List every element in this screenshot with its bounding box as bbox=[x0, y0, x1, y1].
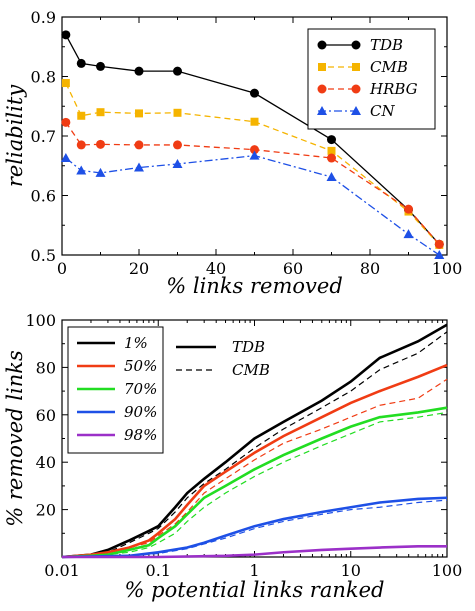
series-hrbg bbox=[61, 117, 444, 249]
data-point bbox=[76, 140, 86, 150]
legend-label: TDB bbox=[232, 338, 265, 356]
data-point bbox=[173, 140, 182, 150]
series-70pct-tdb bbox=[61, 406, 448, 559]
data-point bbox=[96, 61, 105, 71]
y-axis-label: % removed links bbox=[3, 350, 27, 527]
y-axis-label: reliability bbox=[3, 84, 27, 187]
legend-marker bbox=[352, 63, 360, 71]
data-point bbox=[434, 239, 444, 249]
data-point bbox=[61, 79, 70, 88]
x-tick-label: 20 bbox=[129, 259, 149, 278]
series-cn bbox=[60, 150, 445, 259]
data-point bbox=[403, 229, 414, 239]
x-tick-label: 100 bbox=[432, 259, 463, 278]
x-tick-label: 10 bbox=[341, 561, 361, 580]
x-tick-label: 60 bbox=[283, 259, 303, 278]
legend-label: CN bbox=[370, 102, 395, 120]
data-point bbox=[250, 117, 259, 126]
data-point bbox=[326, 172, 337, 182]
x-tick-label: 0 bbox=[57, 259, 67, 278]
data-point bbox=[76, 165, 87, 175]
legend-marker bbox=[351, 84, 361, 94]
data-point bbox=[61, 30, 71, 40]
legend-label: 98% bbox=[124, 426, 157, 444]
legend-box bbox=[307, 28, 436, 130]
y-tick-label: 0.8 bbox=[31, 68, 56, 87]
legend: TDB CMB HRBG CN bbox=[307, 28, 436, 130]
data-point bbox=[173, 66, 182, 76]
legend-label: 70% bbox=[124, 380, 157, 398]
legend-percent: 1% 50% 70% 90% 98% bbox=[67, 326, 164, 454]
data-point bbox=[135, 109, 143, 118]
data-point bbox=[134, 140, 144, 150]
legend-label: CMB bbox=[370, 58, 408, 76]
x-tick-label: 0.1 bbox=[146, 561, 171, 580]
y-tick-label: 0.6 bbox=[31, 187, 56, 206]
data-point bbox=[173, 108, 182, 117]
x-tick-label: 1 bbox=[249, 561, 259, 580]
series-line bbox=[65, 121, 440, 245]
y-tick-label: 80 bbox=[36, 358, 56, 377]
x-axis-label: % links removed bbox=[166, 274, 343, 298]
data-point bbox=[134, 162, 144, 172]
top-chart: 0 20 40 60 80 100 0.5 0.6 0.7 0.8 0.9 % links remov… bbox=[3, 8, 462, 298]
data-point bbox=[327, 146, 336, 155]
data-point bbox=[77, 111, 86, 120]
legend-marker bbox=[317, 84, 327, 94]
data-point bbox=[76, 58, 86, 68]
x-tick-label: 40 bbox=[206, 259, 226, 278]
bottom-chart: 0.01 0.1 1 10 100 20 40 60 80 100 % potential link… bbox=[3, 311, 462, 602]
x-tick-label: 0.01 bbox=[44, 561, 80, 580]
series-50pct-cmb bbox=[61, 378, 448, 558]
legend-label: 1% bbox=[124, 334, 148, 352]
legend-label: CMB bbox=[232, 361, 270, 379]
legend-marker bbox=[351, 106, 361, 115]
data-point bbox=[327, 153, 336, 163]
y-tick-label: 0.7 bbox=[31, 127, 56, 146]
y-tick-label: 20 bbox=[36, 501, 56, 520]
data-point bbox=[61, 117, 71, 127]
series-line bbox=[65, 154, 440, 256]
legend-method: TDB CMB bbox=[176, 338, 270, 379]
legend-marker bbox=[351, 40, 361, 50]
y-tick-label: 60 bbox=[36, 406, 56, 425]
x-tick-label: 80 bbox=[360, 259, 380, 278]
legend-marker bbox=[317, 106, 327, 115]
series-90pct-cmb bbox=[61, 499, 448, 558]
legend-label: 90% bbox=[124, 403, 157, 421]
x-axis-label: % potential links ranked bbox=[125, 578, 385, 602]
data-point bbox=[250, 88, 259, 98]
legend-marker bbox=[317, 40, 327, 50]
y-tick-label: 0.9 bbox=[31, 8, 56, 27]
series-1pct-cmb bbox=[61, 331, 448, 558]
legend-label: HRBG bbox=[369, 80, 418, 98]
data-point bbox=[172, 158, 183, 168]
data-point bbox=[249, 150, 260, 160]
data-point bbox=[404, 204, 413, 214]
data-point bbox=[95, 167, 106, 177]
data-point bbox=[434, 250, 445, 259]
data-point bbox=[96, 108, 105, 117]
legend-marker bbox=[318, 63, 326, 71]
y-tick-label: 0.5 bbox=[31, 246, 56, 265]
data-point bbox=[327, 135, 336, 145]
data-point bbox=[134, 66, 144, 76]
y-tick-label: 40 bbox=[36, 453, 56, 472]
series-70pct-cmb bbox=[61, 411, 448, 558]
series-98pct-cmb bbox=[62, 545, 447, 558]
series-1pct-tdb bbox=[61, 323, 448, 559]
data-point bbox=[60, 153, 71, 163]
data-point bbox=[96, 139, 105, 149]
y-tick-label: 100 bbox=[25, 311, 56, 330]
data-point bbox=[250, 145, 259, 155]
x-tick-label: 100 bbox=[432, 561, 463, 580]
legend-label: TDB bbox=[370, 36, 403, 54]
series-90pct-tdb bbox=[61, 496, 448, 559]
legend-label: 50% bbox=[124, 357, 157, 375]
